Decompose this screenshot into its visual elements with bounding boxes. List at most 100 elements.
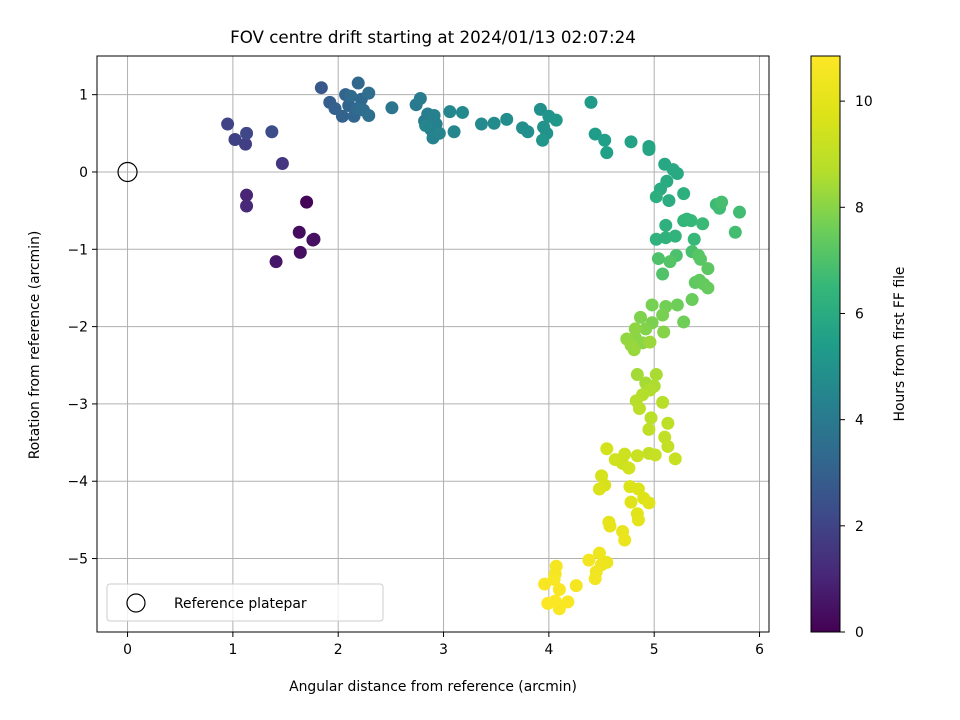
data-point bbox=[552, 582, 566, 596]
y-tick-label: −3 bbox=[68, 397, 88, 413]
data-point bbox=[630, 368, 644, 382]
data-point bbox=[632, 402, 646, 416]
y-tick-label: 1 bbox=[79, 88, 88, 104]
data-point bbox=[385, 101, 399, 115]
data-point bbox=[639, 322, 653, 336]
legend-entry-reference: Reference platepar bbox=[174, 596, 307, 612]
colorbar-tick-label: 0 bbox=[855, 625, 864, 641]
reference-platepar-marker bbox=[117, 161, 138, 183]
data-point bbox=[668, 452, 682, 466]
tick-marks bbox=[92, 94, 761, 637]
colorbar-ticks: 0 2 4 6 8 10 bbox=[840, 94, 873, 641]
data-point bbox=[413, 92, 427, 106]
data-point bbox=[656, 267, 670, 281]
data-point bbox=[269, 255, 283, 269]
data-point bbox=[362, 86, 376, 100]
data-point bbox=[694, 252, 708, 266]
data-point bbox=[715, 195, 729, 209]
data-point bbox=[657, 325, 671, 339]
data-point bbox=[314, 81, 328, 95]
data-point bbox=[627, 343, 641, 357]
data-point bbox=[455, 105, 469, 119]
data-point bbox=[608, 453, 622, 467]
data-point bbox=[728, 225, 742, 239]
data-point bbox=[500, 112, 514, 126]
data-point bbox=[662, 194, 676, 208]
data-point bbox=[685, 293, 699, 307]
data-point bbox=[300, 195, 314, 209]
data-points bbox=[221, 76, 747, 616]
data-point bbox=[240, 199, 254, 213]
axes-frame bbox=[96, 55, 770, 633]
data-point bbox=[661, 439, 675, 453]
colorbar-tick-label: 4 bbox=[855, 413, 864, 429]
x-tick-label: 1 bbox=[228, 642, 237, 658]
data-point bbox=[600, 146, 614, 160]
x-tick-label: 0 bbox=[123, 642, 132, 658]
y-tick-label: 0 bbox=[79, 165, 88, 181]
legend: Reference platepar bbox=[106, 583, 384, 622]
data-point bbox=[659, 218, 673, 232]
y-axis-label: Rotation from reference (arcmin) bbox=[27, 231, 43, 460]
x-tick-label: 3 bbox=[439, 642, 448, 658]
data-point bbox=[631, 513, 645, 527]
data-point bbox=[592, 546, 606, 560]
data-point bbox=[549, 113, 563, 127]
data-point bbox=[663, 255, 677, 269]
y-tick-label: −2 bbox=[68, 320, 88, 336]
data-point bbox=[240, 188, 254, 202]
data-point bbox=[618, 533, 632, 547]
data-point bbox=[474, 117, 488, 131]
data-point bbox=[592, 482, 606, 496]
data-point bbox=[643, 335, 657, 349]
data-point bbox=[645, 298, 659, 312]
data-point bbox=[644, 411, 658, 425]
data-point bbox=[447, 125, 461, 139]
x-tick-label: 6 bbox=[755, 642, 764, 658]
data-point bbox=[670, 298, 684, 312]
data-point bbox=[684, 214, 698, 228]
data-point bbox=[536, 133, 550, 147]
data-point bbox=[630, 449, 644, 463]
data-point bbox=[648, 448, 662, 462]
data-point bbox=[661, 416, 675, 430]
colorbar-tick-label: 10 bbox=[855, 94, 873, 110]
data-point bbox=[656, 395, 670, 409]
data-point bbox=[649, 368, 663, 382]
data-point bbox=[642, 143, 656, 157]
data-point bbox=[701, 262, 715, 276]
reference-point-group bbox=[117, 161, 138, 183]
chart-title: FOV centre drift starting at 2024/01/13 … bbox=[230, 27, 636, 47]
data-point bbox=[733, 205, 747, 219]
data-point bbox=[633, 310, 647, 324]
data-point bbox=[487, 116, 501, 130]
data-point bbox=[603, 519, 617, 533]
data-point bbox=[582, 553, 596, 567]
colorbar-tick-label: 6 bbox=[855, 306, 864, 322]
x-tick-label: 5 bbox=[650, 642, 659, 658]
data-point bbox=[624, 495, 638, 509]
data-point bbox=[651, 252, 665, 266]
x-tick-label: 2 bbox=[334, 642, 343, 658]
data-point bbox=[622, 461, 636, 475]
data-point bbox=[656, 308, 670, 322]
data-point bbox=[569, 579, 583, 593]
data-point bbox=[598, 133, 612, 147]
data-point bbox=[538, 577, 552, 591]
data-point bbox=[443, 105, 457, 119]
data-point bbox=[649, 190, 663, 204]
x-axis-label: Angular distance from reference (arcmin) bbox=[289, 679, 577, 695]
data-point bbox=[228, 133, 242, 147]
data-point bbox=[521, 125, 535, 139]
data-point bbox=[588, 127, 602, 141]
colorbar bbox=[810, 55, 841, 633]
data-point bbox=[307, 232, 321, 246]
data-point bbox=[432, 126, 446, 140]
data-point bbox=[292, 225, 306, 239]
data-point bbox=[600, 442, 614, 456]
data-point bbox=[239, 137, 253, 151]
data-point bbox=[221, 117, 235, 131]
data-point bbox=[628, 322, 642, 336]
data-point bbox=[419, 119, 433, 133]
